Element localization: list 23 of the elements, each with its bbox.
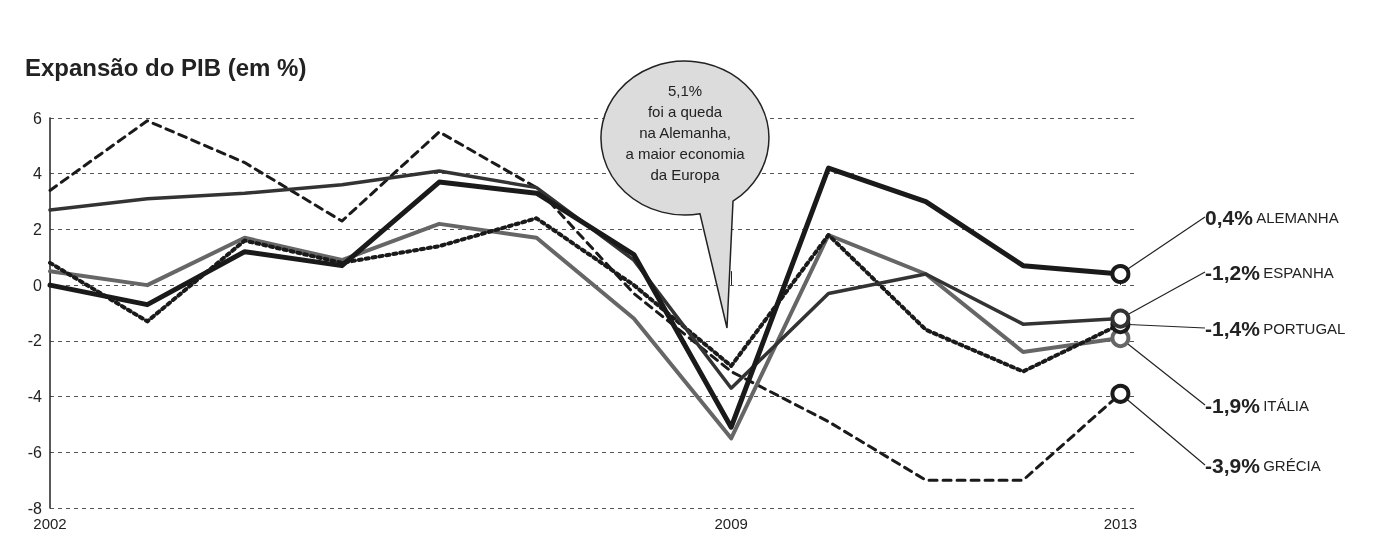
y-tick-label: -4 [27, 388, 43, 406]
data-label: -1,9% [1205, 393, 1261, 417]
y-tick-label: 0 [33, 276, 43, 294]
y-tick-label: 6 [33, 109, 43, 127]
chart-title: Expansão do PIB (em %) [25, 53, 307, 81]
y-tick-label: 2 [33, 220, 43, 238]
x-tick-label: 2002 [33, 515, 67, 532]
y-tick-label: -8 [27, 499, 43, 517]
data-label: -1,4% [1205, 316, 1261, 340]
text: ESPANHA [1263, 263, 1334, 281]
y-tick-label: 4 [33, 165, 43, 183]
text: ITÁLIA [1263, 396, 1310, 414]
data-label: -3,9% [1205, 453, 1261, 477]
data-label: 0,4% [1205, 205, 1254, 229]
y-tick-label: -6 [27, 443, 43, 461]
data-label: -1,2% [1205, 260, 1261, 284]
text: PORTUGAL [1263, 319, 1346, 337]
x-tick-label: 2009 [714, 515, 748, 532]
text: ALEMANHA [1256, 208, 1339, 226]
text: GRÉCIA [1263, 456, 1321, 474]
x-tick-label: 2013 [1103, 515, 1138, 532]
y-tick-label: -2 [27, 332, 43, 350]
annotation: 5,1% foi a queda na Alemanha, a maior economia da Europa [624, 81, 746, 185]
